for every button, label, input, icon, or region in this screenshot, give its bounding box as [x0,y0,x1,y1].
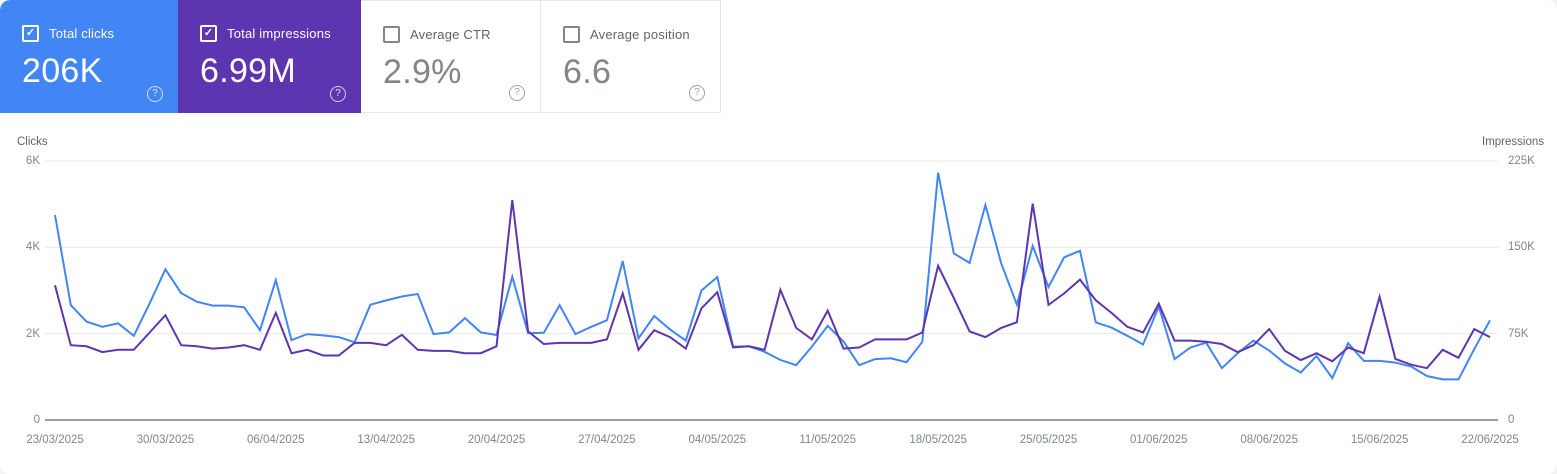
x-axis-date-label: 08/06/2025 [1240,434,1298,446]
right-axis-tick: 0 [1508,414,1515,426]
x-axis-date-label: 01/06/2025 [1130,434,1188,446]
right-axis-tick: 150K [1508,241,1535,254]
average-ctr-checkbox[interactable]: ✓ [383,26,400,43]
card-head: ✓ Average position [563,26,720,43]
help-icon[interactable]: ? [330,86,346,102]
x-axis-date-label: 30/03/2025 [136,434,195,446]
help-icon[interactable]: ? [689,85,705,101]
checkmark-icon: ✓ [25,27,36,39]
card-label: Average position [590,27,690,42]
card-label: Total clicks [49,26,115,41]
card-label: Average CTR [410,27,491,42]
x-axis-date-label: 06/04/2025 [247,434,305,446]
total-clicks-checkbox[interactable]: ✓ [22,25,39,42]
left-axis-tick: 6K [25,155,40,167]
total-clicks-value: 206K [22,52,103,90]
x-axis-date-label: 22/06/2025 [1461,434,1519,446]
average-ctr-value: 2.9% [383,53,462,91]
x-axis-date-label: 27/04/2025 [578,434,636,446]
impressions-line [54,199,1491,370]
metric-cards-row: ✓ Total clicks 206K ? ✓ Total impression… [0,0,721,113]
checkmark-icon: ✓ [203,27,214,39]
average-position-value: 6.6 [563,53,612,91]
left-axis-tick: 2K [25,327,40,340]
left-axis-tick: 0 [33,414,40,426]
x-axis-date-label: 23/03/2025 [26,434,84,446]
left-axis-tick: 4K [25,241,40,254]
x-axis-date-label: 18/05/2025 [909,434,967,446]
help-icon[interactable]: ? [147,86,163,102]
metric-card-total-clicks[interactable]: ✓ Total clicks 206K ? [0,0,178,113]
metric-card-total-impressions[interactable]: ✓ Total impressions 6.99M ? [178,0,361,113]
card-head: ✓ Average CTR [383,26,540,43]
x-axis-date-label: 15/06/2025 [1350,434,1409,446]
right-axis-tick: 75K [1508,327,1529,340]
clicks-line [54,172,1491,381]
x-axis-date-label: 20/04/2025 [467,434,526,446]
right-axis-title: Impressions [1482,136,1544,148]
right-axis-tick: 225K [1508,155,1535,167]
x-axis-date-label: 25/05/2025 [1019,434,1078,446]
average-position-checkbox[interactable]: ✓ [563,26,580,43]
card-head: ✓ Total clicks [22,25,178,42]
card-head: ✓ Total impressions [200,25,361,42]
x-axis-date-label: 13/04/2025 [357,434,415,446]
help-icon[interactable]: ? [509,85,525,101]
left-axis-title: Clicks [17,136,48,148]
x-axis-date-label: 04/05/2025 [688,434,747,446]
chart-gridlines [45,160,1498,335]
total-impressions-checkbox[interactable]: ✓ [200,25,217,42]
x-axis-date-label: 11/05/2025 [799,434,857,446]
card-label: Total impressions [227,26,331,41]
metric-card-average-ctr[interactable]: ✓ Average CTR 2.9% ? [361,0,541,113]
total-impressions-value: 6.99M [200,52,296,90]
metric-card-average-position[interactable]: ✓ Average position 6.6 ? [541,0,721,113]
